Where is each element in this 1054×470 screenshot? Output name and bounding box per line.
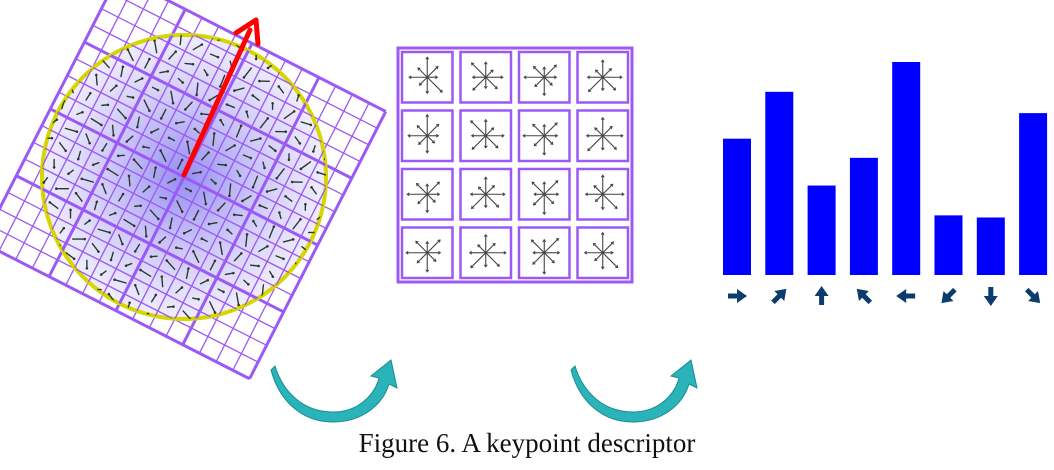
direction-arrow-icon bbox=[896, 289, 916, 303]
direction-arrow-icon bbox=[983, 287, 998, 306]
orientation-histogram-cell bbox=[576, 109, 630, 163]
direction-arrow-icon bbox=[814, 286, 829, 305]
orientation-histogram-cell bbox=[459, 226, 513, 280]
histogram-bar bbox=[934, 215, 963, 275]
direction-arrow-icon bbox=[856, 288, 873, 305]
orientation-histogram-cell bbox=[400, 226, 454, 280]
orientation-histogram-grid bbox=[396, 46, 634, 284]
orientation-histogram-cell bbox=[576, 167, 630, 221]
histogram-bar bbox=[976, 217, 1005, 275]
histogram-bar bbox=[723, 138, 751, 275]
curved-arrow-icon bbox=[270, 359, 398, 423]
orientation-histogram-cell bbox=[400, 50, 454, 104]
histogram-bar bbox=[765, 91, 794, 275]
figure-caption: Figure 6. A keypoint descriptor bbox=[358, 428, 696, 458]
orientation-histogram-cell bbox=[517, 109, 571, 163]
curved-arrow-icon bbox=[570, 359, 698, 423]
orientation-histogram-cell bbox=[400, 109, 454, 163]
histogram-bar bbox=[849, 157, 878, 275]
orientation-bar-histogram bbox=[723, 62, 1048, 306]
histogram-bar bbox=[807, 185, 836, 275]
histogram-bar bbox=[892, 62, 921, 275]
orientation-histogram-cell bbox=[517, 167, 571, 221]
histogram-bar bbox=[1019, 113, 1048, 276]
orientation-histogram-cell bbox=[576, 226, 630, 280]
orientation-histogram-cell bbox=[517, 226, 571, 280]
orientation-histogram-cell bbox=[459, 50, 513, 104]
orientation-histogram-cell bbox=[459, 167, 513, 221]
direction-arrow-icon bbox=[941, 287, 957, 304]
rotated-sample-grid-panel bbox=[0, 0, 388, 381]
direction-arrow-icon bbox=[771, 288, 787, 305]
orientation-histogram-cell bbox=[400, 167, 454, 221]
dominant-orientation-arrow bbox=[181, 17, 261, 178]
direction-arrow-icon bbox=[1024, 287, 1041, 304]
orientation-histogram-cell bbox=[517, 50, 571, 104]
orientation-histogram-cell bbox=[576, 50, 630, 104]
orientation-histogram-cell bbox=[459, 109, 513, 163]
direction-arrow-icon bbox=[728, 289, 747, 303]
